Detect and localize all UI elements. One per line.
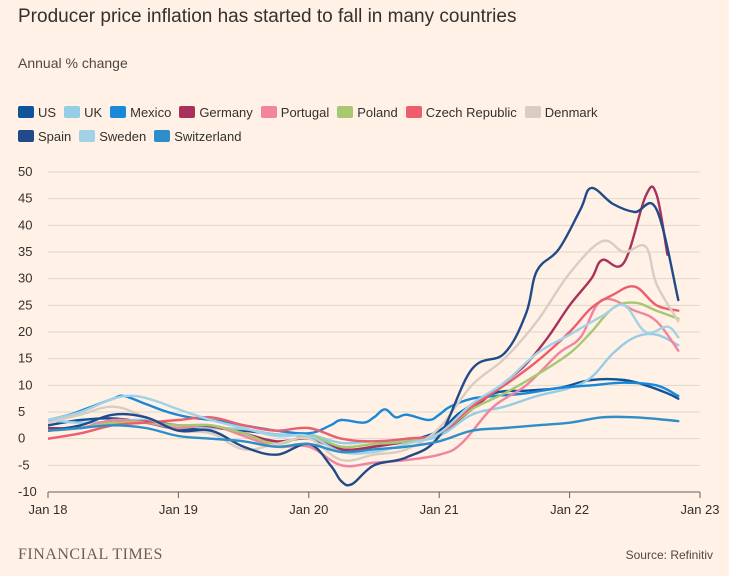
legend-swatch [524,106,541,118]
x-tick-label: Jan 20 [289,502,328,517]
ft-brand: FINANCIAL TIMES [18,546,163,563]
chart-subtitle: Annual % change [18,55,128,71]
series-line-poland [48,301,680,449]
legend-label: Portugal [280,104,330,120]
legend-label: Denmark [544,104,598,120]
legend-swatch [405,106,422,118]
y-tick-label: 5 [18,404,25,419]
y-tick-label: 35 [18,244,32,259]
series-group [48,185,680,487]
series-line-mexico [48,381,680,435]
legend-item: Portugal [260,104,330,120]
series-line-spain [48,186,680,487]
y-tick-label: 25 [18,297,32,312]
legend-label: Switzerland [174,128,242,144]
x-tick-label: Jan 22 [550,502,589,517]
chart-title: Producer price inflation has started to … [18,6,517,27]
legend-swatch [18,130,34,142]
y-tick-label: 0 [18,431,25,446]
legend-swatch [18,106,34,118]
legend-swatch [337,106,354,118]
y-tick-label: 45 [18,191,32,206]
source-note: Source: Refinitiv [625,548,713,562]
x-tick-label: Jan 19 [159,502,198,517]
y-tick-label: 40 [18,217,32,232]
y-tick-label: 15 [18,351,32,366]
y-tick-label: 20 [18,324,32,339]
legend-label: Czech Republic [425,104,517,120]
legend-swatch [260,106,277,118]
legend: US UK Mexico Germany Portugal Poland Czech Rep… [18,104,718,144]
legend-label: Spain [38,128,72,144]
x-tick-label: Jan 18 [28,502,67,517]
legend-item: Czech Republic [405,104,517,120]
y-tick-label: -5 [18,457,30,472]
legend-item: UK [64,104,102,120]
legend-item: Switzerland [154,128,241,144]
series-line-czech-republic [48,285,680,443]
legend-item: Poland [337,104,398,120]
legend-swatch [110,106,127,118]
legend-item: Spain [18,128,71,144]
legend-label: Germany [199,104,253,120]
y-tick-label: 30 [18,271,32,286]
legend-item: Germany [179,104,253,120]
legend-item: US [18,104,56,120]
legend-label: Mexico [130,104,172,120]
legend-swatch [64,106,81,118]
legend-item: Mexico [110,104,171,120]
y-tick-label: -10 [18,484,37,499]
legend-label: Sweden [99,128,147,144]
legend-label: UK [84,104,103,120]
legend-label: Poland [357,104,398,120]
legend-swatch [79,130,96,142]
x-tick-label: Jan 23 [680,502,719,517]
x-tick-label: Jan 21 [420,502,459,517]
legend-swatch [154,130,171,142]
legend-item: Denmark [524,104,598,120]
y-tick-label: 50 [18,164,32,179]
series-line-switzerland [48,415,680,454]
series-line-germany [48,185,669,451]
legend-label: US [38,104,57,120]
legend-item: Sweden [79,128,146,144]
legend-swatch [179,106,196,118]
y-tick-label: 10 [18,377,32,392]
series-line-sweden [48,303,680,455]
